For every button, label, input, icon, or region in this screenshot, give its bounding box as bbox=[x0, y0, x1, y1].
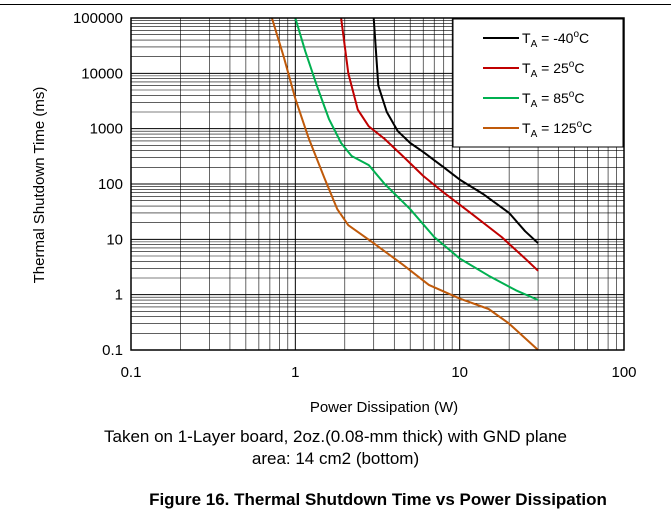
legend-entry: TA = 85oC bbox=[522, 89, 584, 110]
figure-caption: Taken on 1-Layer board, 2oz.(0.08-mm thi… bbox=[0, 426, 671, 470]
thermal-shutdown-chart: 0.1 1 10 100 0.1 1 10 100 1000 10000 100000 Therma… bbox=[31, 10, 637, 416]
y-axis-label: Thermal Shutdown Time (ms) bbox=[31, 87, 48, 284]
y-tick-label: 10000 bbox=[81, 65, 123, 82]
series-line bbox=[294, 17, 539, 301]
legend-entry: TA = 25oC bbox=[522, 59, 584, 80]
y-tick-label: 0.1 bbox=[102, 342, 123, 359]
figure-title: Figure 16. Thermal Shutdown Time vs Powe… bbox=[149, 490, 607, 509]
legend-box bbox=[452, 18, 624, 148]
legend-entry: TA = 125oC bbox=[522, 119, 592, 140]
plot-frame bbox=[130, 17, 625, 351]
y-tick-label: 100000 bbox=[73, 10, 123, 27]
y-tick-label: 10 bbox=[106, 231, 123, 248]
x-axis-label: Power Dissipation (W) bbox=[310, 399, 458, 416]
x-tick-label: 100 bbox=[611, 364, 636, 381]
x-tick-label: 10 bbox=[451, 364, 468, 381]
top-rule bbox=[0, 4, 671, 5]
legend-entry: TA = -40oC bbox=[522, 29, 589, 50]
series-line bbox=[340, 17, 539, 272]
chart-legend: TA = -40oC TA = 25oC TA = 85oC TA = 125oC bbox=[452, 18, 624, 148]
caption-line-1: Taken on 1-Layer board, 2oz.(0.08-mm thi… bbox=[104, 427, 567, 446]
caption-line-2: area: 14 cm2 (bottom) bbox=[251, 449, 420, 468]
y-tick-label: 1000 bbox=[90, 121, 123, 138]
chart-series-layer bbox=[270, 17, 539, 351]
series-line bbox=[372, 17, 539, 244]
series-line bbox=[270, 17, 539, 351]
x-tick-label: 0.1 bbox=[121, 364, 142, 381]
chart-tick-labels: 0.1 1 10 100 0.1 1 10 100 1000 10000 100000 bbox=[73, 10, 637, 381]
y-tick-label: 100 bbox=[98, 176, 123, 193]
x-tick-label: 1 bbox=[291, 364, 299, 381]
y-tick-label: 1 bbox=[115, 287, 123, 304]
